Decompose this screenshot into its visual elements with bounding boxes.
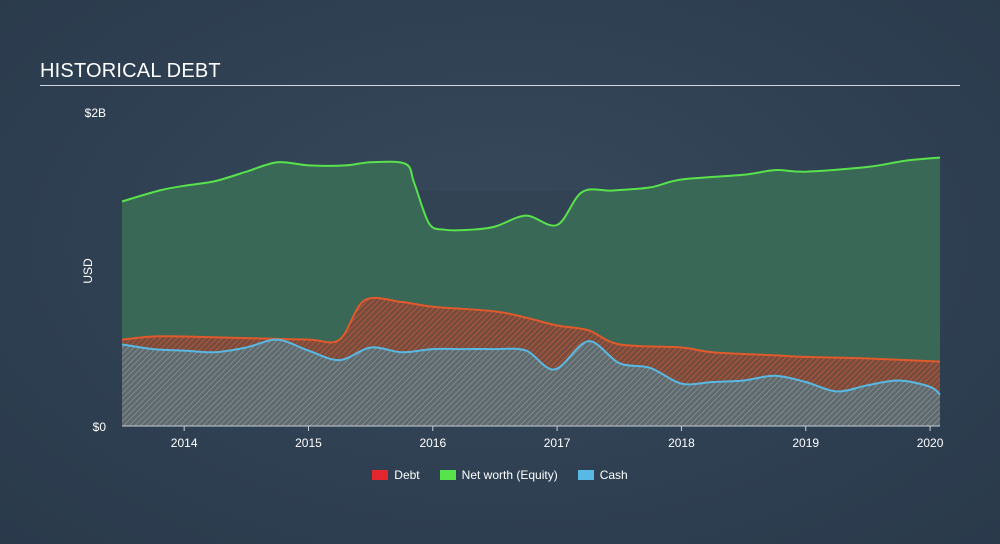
x-tick-label-2020: 2020 [917,436,944,450]
legend-label-debt: Debt [394,468,420,482]
x-tick-label-2017: 2017 [544,436,571,450]
line-cash [121,338,941,396]
line-net-worth [121,156,941,232]
title-divider [40,85,960,86]
legend-item-debt[interactable]: Debt [372,468,420,482]
x-tick-label-2019: 2019 [792,436,819,450]
legend-swatch-net-worth [439,470,456,480]
legend-item-net-worth[interactable]: Net worth (Equity) [439,468,558,482]
legend-label-cash: Cash [599,468,628,482]
line-debt [121,296,941,363]
x-tick-label-2018: 2018 [668,436,695,450]
x-tick-label-2016: 2016 [419,436,446,450]
chart-title: HISTORICAL DEBT [40,60,221,82]
legend: Debt Net worth (Equity) Cash [0,468,1000,482]
x-tick-label-2015: 2015 [295,436,322,450]
y-tick-label-0: $0 [93,420,107,434]
legend-label-net-worth: Net worth (Equity) [461,468,558,482]
x-tick-label-2014: 2014 [171,436,198,450]
legend-swatch-debt [372,470,389,480]
legend-item-cash[interactable]: Cash [577,468,628,482]
area-cash [122,339,940,426]
legend-swatch-cash [577,470,594,480]
y-tick-label-2: $2B [85,106,106,120]
y-axis-label: USD [81,258,95,284]
